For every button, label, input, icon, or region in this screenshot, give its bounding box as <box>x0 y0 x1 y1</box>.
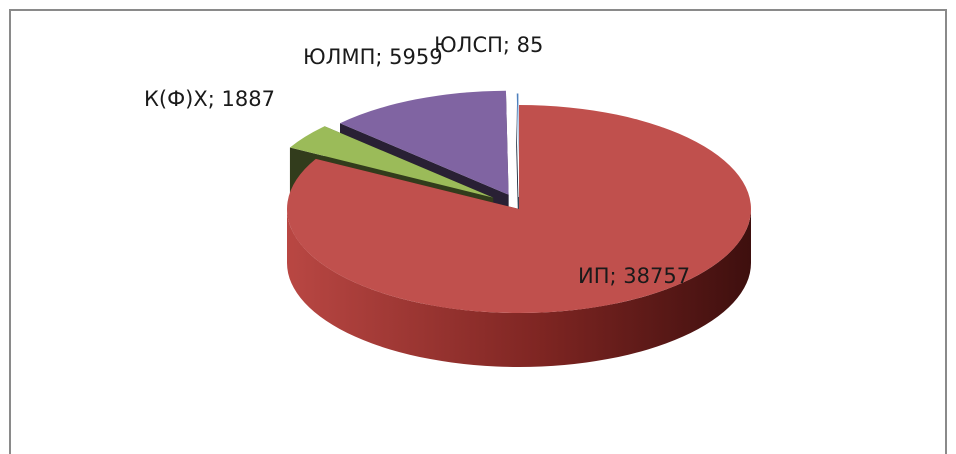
pie-chart: ИП; 38757 К(Ф)Х; 1887 ЮЛМП; 5959 ЮЛСП; 8… <box>144 33 751 367</box>
slice-yulmp <box>340 90 509 195</box>
data-label-kfh: К(Ф)Х; 1887 <box>144 87 275 111</box>
data-label-yulsp: ЮЛСП; 85 <box>434 33 543 57</box>
data-label-ip: ИП; 38757 <box>578 264 690 288</box>
slice-edge-ip <box>287 209 751 367</box>
slice-kfh <box>289 126 494 198</box>
data-label-yulmp: ЮЛМП; 5959 <box>303 45 443 69</box>
pie-slices <box>287 90 751 367</box>
slice-yulsp <box>515 92 520 198</box>
slice-ip <box>287 105 751 314</box>
chart-frame: ИП; 38757 К(Ф)Х; 1887 ЮЛМП; 5959 ЮЛСП; 8… <box>9 9 947 454</box>
data-labels: ИП; 38757 К(Ф)Х; 1887 ЮЛМП; 5959 ЮЛСП; 8… <box>144 33 690 288</box>
